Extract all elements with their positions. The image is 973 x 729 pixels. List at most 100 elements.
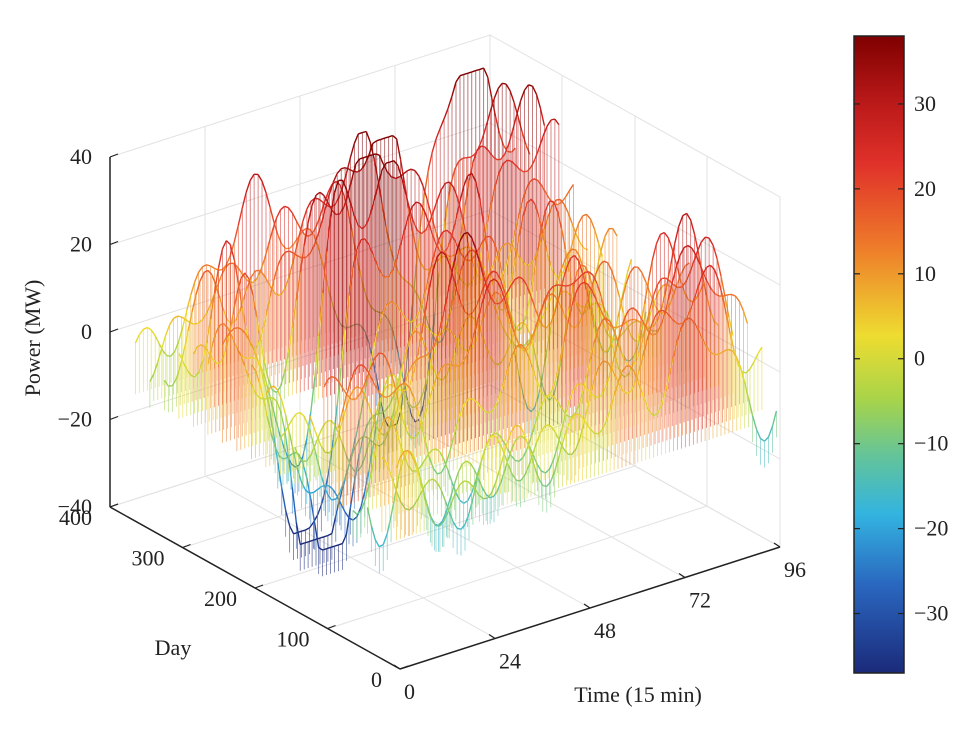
mesh-curve bbox=[285, 250, 290, 253]
mesh-curve bbox=[547, 424, 553, 428]
mesh-curve bbox=[600, 236, 606, 251]
mesh-curve bbox=[389, 160, 395, 163]
mesh-curve bbox=[578, 304, 583, 308]
mesh-curve bbox=[589, 308, 596, 328]
mesh-curve bbox=[414, 170, 420, 177]
mesh-curve bbox=[546, 394, 552, 397]
mesh-curve bbox=[356, 239, 362, 250]
mesh-curve bbox=[497, 360, 503, 366]
mesh-curve bbox=[277, 389, 283, 401]
mesh-curve bbox=[203, 269, 209, 274]
mesh-curve bbox=[292, 452, 299, 470]
mesh-curve bbox=[646, 311, 652, 325]
mesh-curve bbox=[211, 332, 217, 347]
mesh-curve bbox=[465, 346, 471, 358]
mesh-curve bbox=[655, 326, 661, 335]
mesh-curve bbox=[713, 321, 719, 326]
mesh-curve bbox=[650, 316, 656, 327]
mesh-curve bbox=[291, 300, 297, 329]
mesh-curve bbox=[395, 431, 402, 445]
mesh-curve bbox=[701, 275, 708, 296]
mesh-curve bbox=[289, 250, 295, 254]
mesh-curve bbox=[312, 425, 318, 438]
mesh-curve bbox=[181, 316, 186, 321]
mesh-curve bbox=[595, 298, 601, 308]
mesh-curve bbox=[493, 88, 499, 99]
mesh-curve bbox=[410, 413, 416, 423]
mesh-curve bbox=[517, 116, 523, 132]
mesh-curve bbox=[498, 434, 504, 442]
mesh-curve bbox=[508, 242, 514, 248]
mesh-curve bbox=[614, 376, 621, 386]
mesh-curve bbox=[398, 308, 404, 316]
mesh-curve bbox=[538, 401, 544, 413]
mesh-curve bbox=[511, 474, 518, 481]
mesh-curve bbox=[358, 131, 363, 135]
mesh-curve bbox=[471, 484, 477, 491]
mesh-curve bbox=[305, 489, 310, 494]
mesh-curve bbox=[524, 347, 529, 352]
mesh-curve bbox=[328, 181, 334, 195]
mesh-curve bbox=[566, 414, 571, 418]
mesh-curve bbox=[244, 365, 250, 378]
mesh-curve bbox=[405, 280, 411, 285]
mesh-curve bbox=[637, 380, 643, 393]
mesh-curve bbox=[424, 442, 431, 458]
mesh-curve bbox=[401, 276, 407, 282]
mesh-curve bbox=[520, 258, 526, 265]
mesh-curve bbox=[649, 411, 655, 417]
mesh-curve bbox=[599, 342, 605, 352]
mesh-curve bbox=[323, 534, 329, 538]
z-tick bbox=[109, 240, 119, 246]
mesh-curve bbox=[175, 366, 181, 380]
mesh-curve bbox=[358, 399, 365, 420]
mesh-curve bbox=[471, 273, 477, 283]
mesh-curve bbox=[290, 253, 296, 270]
mesh-curve bbox=[505, 303, 511, 319]
mesh-curve bbox=[552, 380, 559, 396]
mesh-curve bbox=[269, 279, 275, 298]
mesh-curve bbox=[517, 326, 523, 331]
mesh-curve bbox=[331, 375, 337, 379]
mesh-curve bbox=[584, 302, 590, 313]
mesh-curve bbox=[354, 419, 361, 438]
mesh-curve bbox=[344, 398, 350, 412]
mesh-curve bbox=[576, 275, 582, 281]
mesh-curve bbox=[350, 445, 357, 457]
mesh-curve bbox=[165, 324, 171, 336]
mesh-curve bbox=[314, 523, 320, 548]
mesh-curve bbox=[490, 184, 497, 202]
mesh-curve bbox=[459, 499, 465, 504]
mesh-curve bbox=[287, 327, 293, 353]
mesh-curve bbox=[544, 200, 551, 211]
mesh-curve bbox=[484, 438, 490, 450]
mesh-curve bbox=[558, 443, 564, 458]
mesh-curve bbox=[398, 364, 404, 385]
mesh-curve bbox=[387, 416, 394, 422]
mesh-curve bbox=[150, 329, 156, 337]
mesh-curve bbox=[544, 290, 551, 299]
mesh-curve bbox=[438, 378, 443, 381]
mesh-curve bbox=[708, 237, 714, 246]
mesh-curve bbox=[504, 331, 510, 339]
mesh-curve bbox=[637, 329, 643, 346]
mesh-curve bbox=[522, 448, 528, 458]
mesh-curve bbox=[504, 242, 509, 245]
mesh-curve bbox=[472, 263, 478, 275]
mesh-curve bbox=[324, 275, 330, 293]
mesh-curve bbox=[562, 262, 568, 274]
mesh-curve bbox=[332, 489, 338, 497]
mesh-curve bbox=[503, 454, 510, 466]
mesh-curve bbox=[178, 352, 184, 362]
mesh-curve bbox=[345, 455, 351, 466]
mesh-curve bbox=[391, 421, 398, 432]
mesh-curve bbox=[272, 397, 277, 402]
mesh-curve bbox=[526, 437, 532, 450]
mesh-curve bbox=[440, 251, 446, 256]
mesh-curve bbox=[382, 353, 388, 361]
mesh-curve bbox=[591, 273, 597, 287]
mesh-curve bbox=[354, 438, 361, 447]
mesh-curve bbox=[420, 425, 427, 443]
mesh-curve bbox=[597, 341, 603, 351]
mesh-curve bbox=[291, 413, 297, 420]
